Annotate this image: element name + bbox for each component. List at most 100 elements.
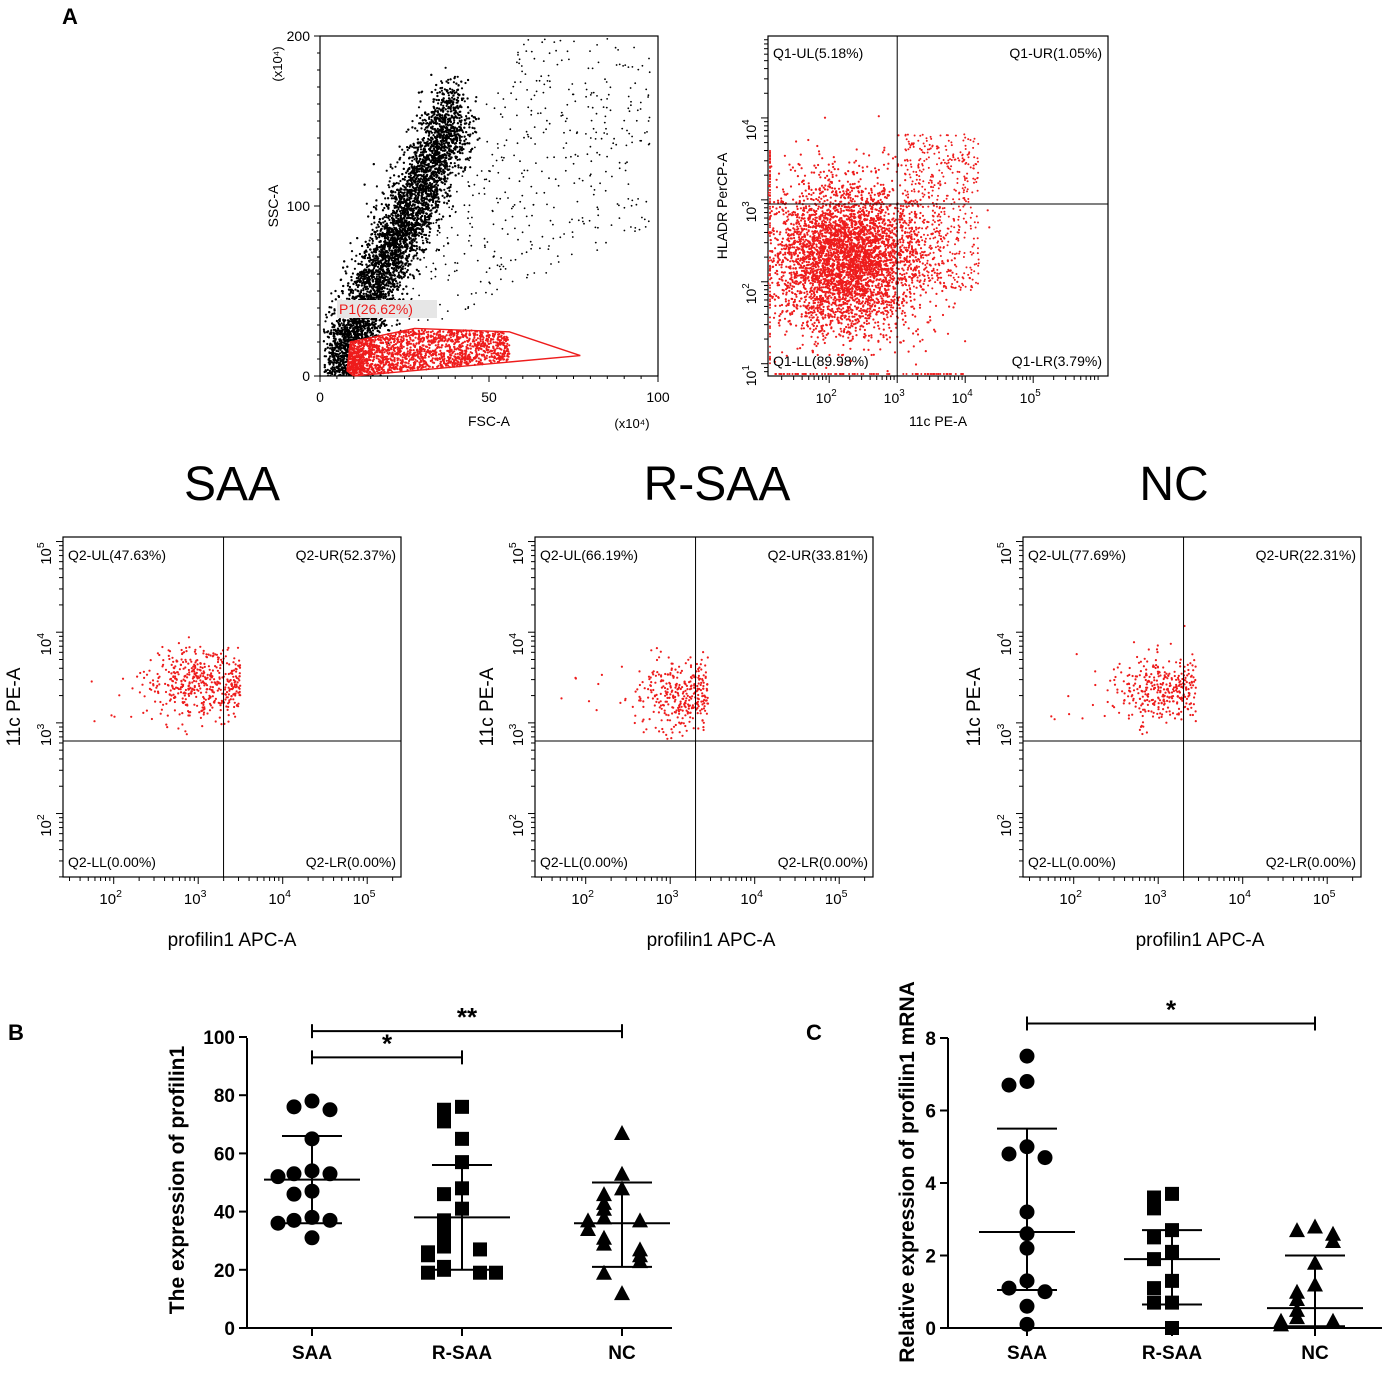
fsc-ssc-event bbox=[445, 156, 448, 159]
fsc-ssc-event bbox=[437, 218, 440, 221]
fsc-ssc-event bbox=[405, 270, 408, 274]
fsc-ssc-event bbox=[350, 275, 353, 279]
fsc-ssc-event bbox=[343, 260, 346, 263]
fsc-ssc-event bbox=[367, 275, 370, 278]
fsc-ssc-event bbox=[464, 81, 467, 85]
fsc-ssc-event bbox=[440, 173, 443, 176]
fsc-ssc-event bbox=[365, 202, 368, 205]
fsc-ssc-event bbox=[375, 249, 378, 252]
fsc-ssc-event bbox=[462, 148, 465, 151]
fsc-ssc-event bbox=[436, 122, 439, 125]
fsc-ssc-event bbox=[410, 163, 414, 166]
fsc-ssc-event bbox=[331, 368, 334, 371]
fsc-ssc-event bbox=[382, 272, 385, 276]
fsc-ssc-event bbox=[373, 221, 376, 224]
fsc-ssc-event bbox=[432, 105, 435, 108]
fsc-ssc-event bbox=[323, 331, 326, 334]
group-title-saa: SAA bbox=[184, 458, 280, 511]
fsc-ssc-event bbox=[391, 194, 394, 197]
fsc-ssc-event bbox=[475, 96, 478, 99]
fsc-ssc-event bbox=[389, 221, 392, 224]
fsc-ssc-event bbox=[387, 184, 390, 187]
fsc-ssc-event bbox=[410, 245, 413, 248]
fsc-ssc-event bbox=[423, 118, 426, 121]
fsc-ssc-event bbox=[349, 242, 352, 245]
fsc-ssc-event bbox=[435, 209, 438, 212]
fsc-ssc-event bbox=[441, 98, 444, 102]
fsc-ssc-event bbox=[425, 218, 428, 221]
fsc-ssc-event bbox=[449, 87, 452, 90]
fsc-ssc-event bbox=[469, 166, 472, 169]
fsc-ssc-event bbox=[431, 190, 434, 193]
fsc-ssc-event bbox=[463, 100, 466, 103]
fsc-ssc-event bbox=[387, 329, 390, 332]
fsc-ssc-event bbox=[385, 216, 388, 219]
fsc-ssc-event bbox=[388, 186, 391, 189]
fsc-ssc-event bbox=[410, 192, 413, 195]
fsc-ssc-event bbox=[410, 259, 413, 262]
fsc-ssc-event bbox=[425, 212, 428, 215]
fsc-ssc-event bbox=[441, 86, 444, 89]
fsc-ssc-event bbox=[454, 174, 457, 177]
fsc-ssc-event bbox=[399, 179, 402, 183]
fsc-ssc-event bbox=[478, 137, 481, 140]
fsc-ssc-event bbox=[398, 205, 402, 208]
fsc-ssc-event bbox=[417, 91, 420, 94]
fsc-ssc-event bbox=[432, 144, 435, 148]
fsc-ssc-event bbox=[413, 254, 416, 257]
fsc-ssc-event bbox=[370, 211, 373, 214]
fsc-ssc-event bbox=[467, 133, 470, 136]
fsc-ssc-event bbox=[401, 148, 404, 151]
fsc-ssc-event bbox=[379, 229, 382, 232]
fsc-ssc-event bbox=[419, 174, 422, 177]
fsc-ssc-event bbox=[445, 139, 448, 142]
fsc-ssc-event bbox=[439, 143, 442, 146]
fsc-ssc-event bbox=[415, 165, 418, 168]
fsc-ssc-event bbox=[406, 169, 409, 173]
fsc-ssc-event bbox=[452, 106, 455, 109]
fsc-ssc-event bbox=[446, 165, 449, 168]
fsc-ssc-event bbox=[435, 183, 438, 186]
fsc-ssc-event bbox=[426, 216, 429, 219]
fsc-ssc-event bbox=[428, 116, 431, 119]
fsc-ssc-event bbox=[452, 98, 455, 101]
fsc-ssc-event bbox=[420, 233, 423, 236]
fsc-ssc-event bbox=[425, 248, 428, 251]
fsc-ssc-event bbox=[441, 194, 444, 197]
fsc-ssc-event bbox=[422, 173, 425, 176]
fsc-ssc-event bbox=[413, 193, 416, 196]
fsc-ssc-event bbox=[350, 258, 353, 261]
fsc-ssc-event bbox=[413, 165, 416, 168]
fsc-ssc-event bbox=[395, 280, 398, 283]
fsc-ssc-event bbox=[396, 188, 399, 191]
fsc-ssc-event bbox=[458, 136, 461, 140]
fsc-ssc-event bbox=[465, 115, 468, 118]
fsc-ssc-event bbox=[442, 215, 445, 218]
fsc-ssc-event bbox=[370, 233, 373, 236]
fsc-ssc-event bbox=[472, 120, 475, 123]
fsc-ssc-event bbox=[417, 178, 420, 181]
fsc-ssc-event bbox=[429, 187, 432, 190]
fsc-ssc-event bbox=[400, 191, 404, 194]
fsc-ssc-event bbox=[435, 98, 438, 102]
fsc-ssc-event bbox=[436, 229, 439, 232]
fsc-ssc-event bbox=[440, 101, 443, 104]
fsc-ssc-event bbox=[449, 134, 452, 137]
fsc-ssc-event bbox=[443, 153, 446, 156]
fsc-ssc-event bbox=[385, 241, 388, 244]
fsc-ssc-event bbox=[376, 223, 379, 226]
fsc-ssc-event bbox=[339, 352, 342, 355]
fsc-ssc-event bbox=[371, 242, 374, 245]
fsc-ssc-event bbox=[412, 211, 415, 214]
fsc-ssc-event bbox=[419, 116, 422, 120]
fsc-ssc-event bbox=[456, 122, 459, 125]
fsc-ssc-event bbox=[380, 290, 383, 293]
fsc-ssc-event bbox=[430, 111, 433, 114]
fsc-ssc-event bbox=[448, 214, 451, 218]
fsc-ssc-event bbox=[325, 316, 328, 319]
fsc-ssc-event bbox=[445, 195, 449, 198]
fsc-ssc-event bbox=[426, 173, 429, 176]
fsc-ssc-event bbox=[436, 110, 439, 113]
fsc-ssc-event bbox=[377, 273, 380, 276]
